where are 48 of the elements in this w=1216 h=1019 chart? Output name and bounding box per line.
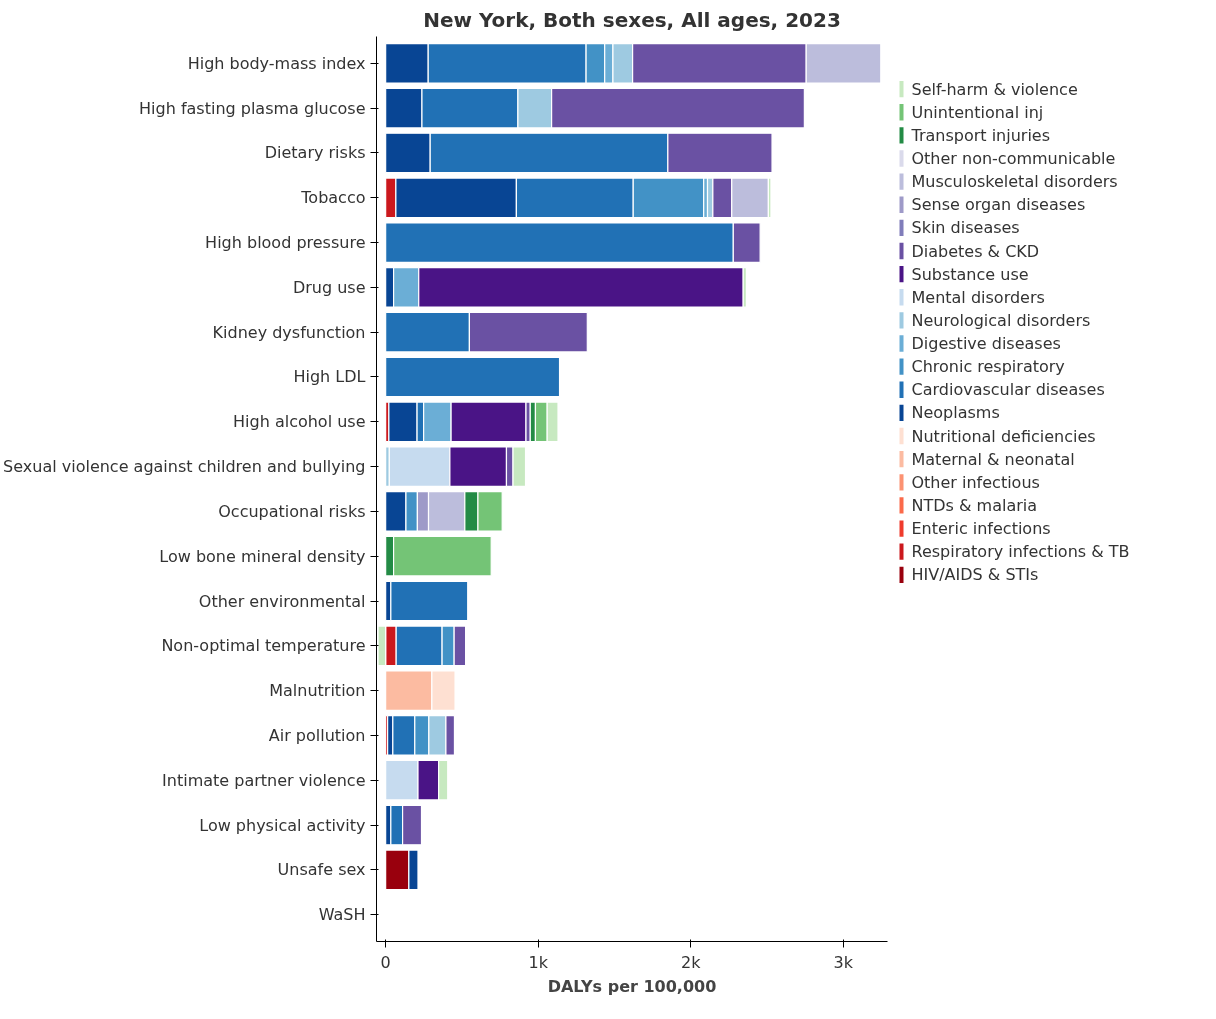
- legend-label: Other non-communicable: [911, 148, 1116, 168]
- legend-label: Musculoskeletal disorders: [911, 172, 1118, 192]
- legend-label: Enteric infections: [911, 519, 1051, 539]
- legend-label: Other infectious: [911, 472, 1040, 492]
- legend-label: Maternal & neonatal: [911, 449, 1075, 469]
- legend-label: Diabetes & CKD: [911, 241, 1040, 261]
- legend-label: Sense organ diseases: [911, 195, 1086, 215]
- y-tick-label: High blood pressure: [205, 233, 366, 253]
- y-tick-label: Tobacco: [300, 188, 366, 208]
- legend-label: HIV/AIDS & STIs: [911, 565, 1039, 585]
- y-tick-label: High fasting plasma glucose: [139, 98, 366, 118]
- chart-title: New York, Both sexes, All ages, 2023: [423, 7, 841, 32]
- y-tick-label: Unsafe sex: [277, 860, 366, 880]
- y-tick-label: Intimate partner violence: [162, 770, 366, 790]
- legend-label: Digestive diseases: [911, 334, 1061, 354]
- y-tick-label: Malnutrition: [269, 681, 366, 701]
- x-tick-label: 2k: [681, 952, 702, 972]
- legend-label: Respiratory infections & TB: [911, 542, 1130, 562]
- legend-label: Self-harm & violence: [911, 79, 1078, 99]
- y-tick-label: Non-optimal temperature: [161, 636, 366, 656]
- legend-label: Nutritional deficiencies: [911, 426, 1096, 446]
- legend-label: Neurological disorders: [911, 310, 1091, 330]
- y-tick-label: Other environmental: [198, 591, 366, 611]
- legend-label: Chronic respiratory: [911, 357, 1065, 377]
- legend-label: Cardiovascular diseases: [911, 380, 1105, 400]
- y-tick-label: WaSH: [318, 905, 366, 925]
- x-tick-label: 1k: [528, 952, 549, 972]
- y-tick-label: High alcohol use: [233, 412, 366, 432]
- legend-label: NTDs & malaria: [911, 495, 1038, 515]
- y-tick-label: Occupational risks: [218, 501, 366, 521]
- y-tick-label: Dietary risks: [264, 143, 366, 163]
- y-tick-label: Kidney dysfunction: [212, 322, 366, 342]
- legend-label: Skin diseases: [911, 218, 1020, 238]
- y-tick-label: Drug use: [292, 277, 366, 297]
- y-tick-label: Low physical activity: [199, 815, 366, 835]
- y-tick-label: High body-mass index: [187, 53, 366, 73]
- legend-label: Unintentional inj: [911, 102, 1044, 122]
- legend-label: Transport injuries: [910, 125, 1051, 145]
- legend-label: Mental disorders: [911, 287, 1045, 307]
- y-tick-label: High LDL: [293, 367, 366, 387]
- y-tick-label: Air pollution: [268, 725, 366, 745]
- y-tick-label: Low bone mineral density: [159, 546, 366, 566]
- y-tick-label: Sexual violence against children and bullying: [3, 457, 366, 477]
- legend-label: Substance use: [911, 264, 1029, 284]
- legend-label: Neoplasms: [911, 403, 1000, 423]
- x-tick-label: 0: [380, 952, 391, 972]
- x-axis-title: DALYs per 100,000: [547, 976, 717, 996]
- x-tick-label: 3k: [833, 952, 854, 972]
